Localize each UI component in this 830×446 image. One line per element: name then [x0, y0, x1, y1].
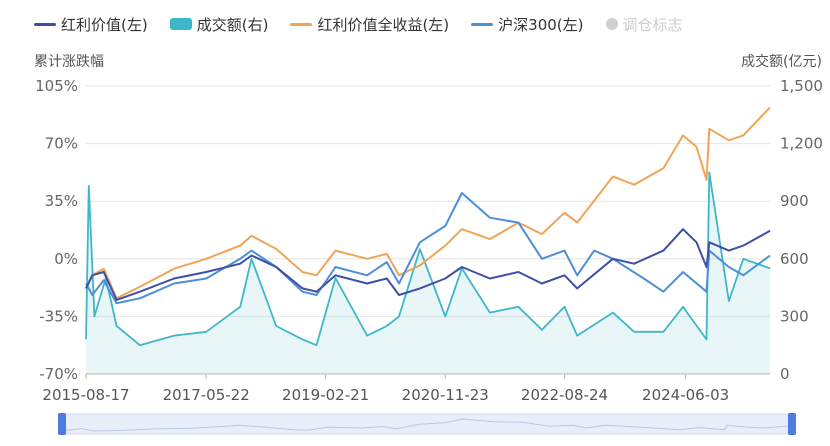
y-right-tick-label: 900: [780, 192, 809, 210]
series-line-total-return: [85, 106, 771, 300]
y-right-tick-label: 0: [780, 365, 790, 383]
y-right-tick-label: 300: [780, 307, 809, 325]
x-tick-label: 2022-08-24: [521, 386, 608, 404]
y-left-tick-label: 70%: [45, 135, 78, 153]
legend-item-volume[interactable]: 成交额(右): [169, 14, 269, 35]
legend-label-csi300: 沪深300(左): [498, 15, 584, 34]
legend-item-dividend[interactable]: 红利价值(左): [34, 14, 148, 35]
x-tick-label: 2015-08-17: [42, 386, 129, 404]
y-right-tick-label: 1,200: [780, 135, 823, 153]
datazoom-preview-line: [61, 418, 793, 432]
y-left-tick-label: 35%: [45, 192, 78, 210]
right-axis-title: 成交额(亿元): [741, 54, 822, 70]
legend-swatch-volume: [169, 18, 192, 30]
left-axis-title: 累计涨跌幅: [34, 54, 104, 70]
y-left-tick-label: -35%: [39, 307, 78, 325]
x-tick-label: 2020-11-23: [402, 386, 489, 404]
x-tick-label: 2024-06-03: [642, 386, 729, 404]
y-left-tick-label: 105%: [35, 77, 78, 95]
legend-label-rebalance: 调仓标志: [622, 15, 683, 34]
legend-swatch-csi300: [471, 22, 494, 26]
legend-label-dividend: 红利价值(左): [61, 15, 148, 34]
series-line-dividend: [85, 228, 771, 301]
legend-item-total_return[interactable]: 红利价值全收益(左): [290, 14, 449, 35]
y-left-tick-label: 0%: [54, 250, 78, 268]
datazoom-handle-right[interactable]: [788, 413, 796, 435]
legend-item-csi300[interactable]: 沪深300(左): [471, 14, 584, 35]
legend-swatch-rebalance: [605, 18, 618, 30]
y-right-tick-label: 1,500: [780, 77, 823, 95]
legend-label-total_return: 红利价值全收益(左): [317, 15, 450, 34]
legend-swatch-dividend: [34, 22, 56, 26]
chart-legend: 红利价值(左) 成交额(右) 红利价值全收益(左) 沪深300(左) 调仓标志: [34, 12, 705, 36]
y-left-tick-label: -70%: [39, 365, 78, 383]
legend-item-rebalance[interactable]: 调仓标志: [605, 14, 683, 35]
series-line-volume: [85, 171, 771, 347]
series-line-csi300: [85, 192, 771, 305]
legend-label-volume: 成交额(右): [196, 15, 269, 34]
legend-swatch-total_return: [290, 22, 313, 26]
x-tick-label: 2017-05-22: [163, 386, 250, 404]
datazoom-handle-left[interactable]: [58, 413, 66, 435]
x-tick-label: 2019-02-21: [282, 386, 369, 404]
y-right-tick-label: 600: [780, 250, 809, 268]
series-area-volume: [86, 172, 770, 374]
